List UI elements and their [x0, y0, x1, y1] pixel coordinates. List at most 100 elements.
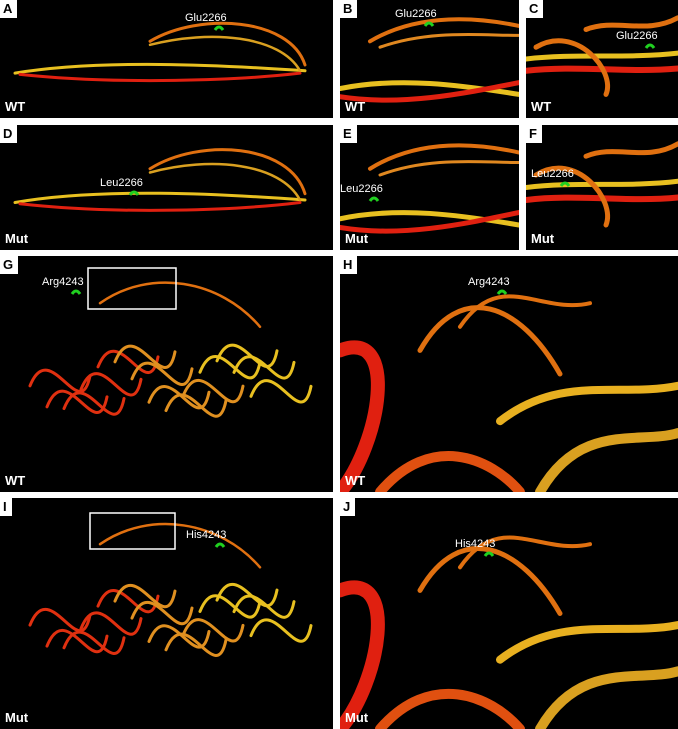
ribbon: [198, 355, 262, 380]
condition-label: Mut: [531, 231, 555, 246]
ribbon: [340, 210, 519, 234]
residue-label: Leu2266: [100, 177, 143, 189]
mutation-site: [368, 196, 380, 202]
ribbon: [249, 379, 313, 404]
ribbon: [79, 611, 143, 636]
mutation-site: [213, 25, 225, 31]
ribbon: [340, 80, 519, 103]
ribbon: [28, 368, 92, 393]
protein-ribbons: [28, 267, 313, 418]
residue-label: Glu2266: [185, 12, 227, 24]
ribbon: [368, 143, 519, 171]
residue-label: Arg4243: [468, 276, 510, 288]
mutation-site: [644, 43, 656, 49]
condition-label: WT: [5, 99, 26, 114]
ribbon: [533, 165, 610, 228]
ribbon: [164, 393, 228, 418]
protein-ribbons: [340, 289, 678, 492]
panel-letter: H: [340, 256, 358, 274]
ribbon: [98, 281, 262, 329]
panel-letter: E: [340, 125, 357, 143]
ribbon: [533, 38, 610, 97]
residue-label: Glu2266: [395, 8, 437, 20]
ribbon: [181, 618, 245, 643]
structure-panel: A WT Glu2266: [0, 0, 333, 118]
ribbon: [458, 535, 592, 570]
condition-label: WT: [5, 473, 26, 488]
ribbon: [583, 15, 678, 32]
ribbon: [535, 666, 678, 729]
ribbon: [340, 210, 519, 228]
condition-label: WT: [531, 99, 552, 114]
ribbon: [496, 621, 678, 664]
ribbon: [98, 522, 262, 569]
panel-letter: I: [0, 498, 12, 516]
panel-letter: C: [526, 0, 544, 18]
ribbon: [148, 162, 302, 202]
ribbon: [417, 546, 563, 616]
ribbon: [113, 584, 177, 609]
structure-panel: G WT Arg4243: [0, 256, 333, 492]
mutation-site: [423, 21, 435, 27]
condition-label: WT: [345, 473, 366, 488]
residue-label: His4243: [186, 529, 227, 541]
protein-ribbons: [13, 21, 307, 83]
ribbon: [181, 379, 245, 404]
panel-letter: A: [0, 0, 18, 18]
structure-panel: C WT Glu2266: [526, 0, 678, 118]
ribbon: [96, 589, 160, 614]
mutation-site: [128, 190, 140, 196]
panel-letter: G: [0, 256, 19, 274]
structure-panel: J Mut His4243: [340, 498, 678, 729]
ribbon: [340, 340, 385, 492]
structure-panel: H WT Arg4243: [340, 256, 678, 492]
ribbon: [232, 355, 296, 380]
ribbon: [13, 62, 307, 75]
protein-ribbons: [340, 143, 519, 234]
ribbon: [232, 594, 296, 619]
residue-label: Arg4243: [42, 276, 84, 288]
ribbon: [130, 361, 194, 386]
ribbon: [368, 17, 519, 44]
panel-letter: F: [526, 125, 542, 143]
ribbon: [458, 294, 592, 329]
ribbon: [13, 191, 307, 204]
ribbon: [164, 632, 228, 657]
ribbon: [18, 201, 302, 212]
mutation-site: [70, 289, 82, 295]
ribbon: [62, 391, 126, 416]
ribbon: [375, 688, 525, 729]
ribbon: [375, 451, 525, 492]
ribbon: [96, 349, 160, 374]
ribbon: [198, 594, 262, 619]
ribbon: [340, 80, 519, 97]
panel-letter: B: [340, 0, 358, 18]
ribbon: [148, 21, 307, 67]
ribbon: [249, 618, 313, 643]
panel-letter: D: [0, 125, 18, 143]
ribbon: [28, 608, 92, 632]
structure-panel: I Mut His4243: [0, 498, 333, 729]
protein-ribbons: [28, 512, 313, 657]
condition-label: Mut: [345, 710, 369, 725]
ribbon: [340, 580, 385, 729]
residue-label: Leu2266: [340, 183, 383, 195]
ribbon: [130, 601, 194, 626]
ribbon: [378, 32, 519, 49]
ribbon: [526, 50, 678, 62]
ribbon: [496, 381, 678, 426]
condition-label: WT: [345, 99, 366, 114]
ribbon: [79, 372, 143, 397]
ribbon: [148, 35, 302, 73]
mutation-site: [214, 542, 226, 548]
mutation-site: [559, 181, 571, 187]
condition-label: Mut: [5, 710, 29, 725]
ribbon: [378, 160, 519, 177]
zoom-box: [87, 267, 177, 310]
ribbon: [62, 630, 126, 655]
ribbon: [148, 148, 307, 196]
condition-label: Mut: [5, 231, 29, 246]
protein-ribbons: [340, 17, 519, 103]
zoom-box: [89, 512, 176, 550]
